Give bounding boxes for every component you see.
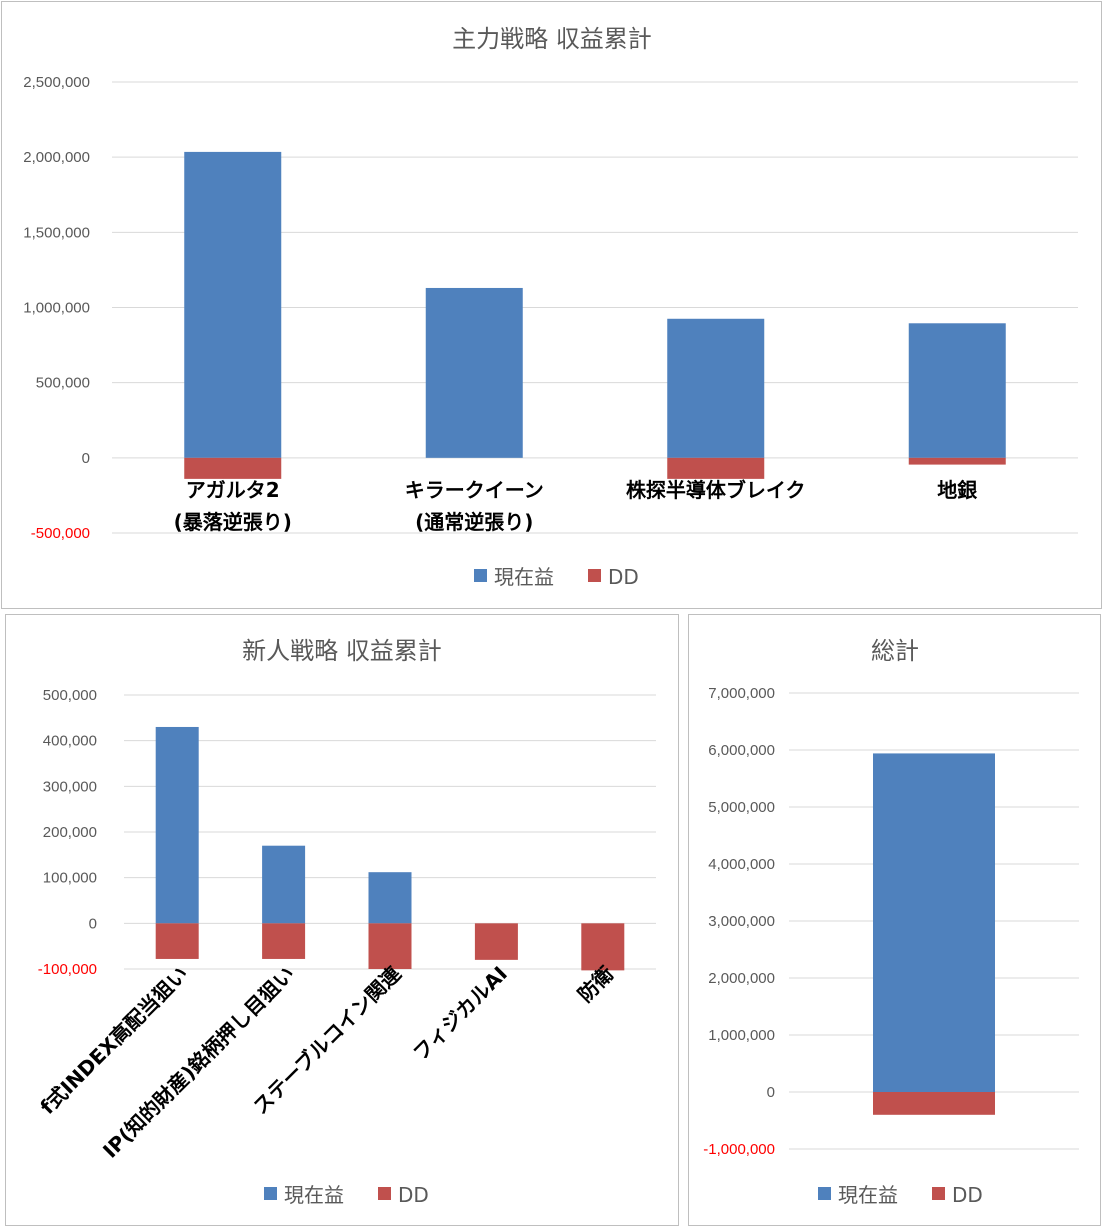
legend-label-dd: DD	[608, 565, 639, 589]
bar-profit	[368, 872, 412, 924]
chart-total-panel: 総計 現在益 DD -1,000,000 0 1,000,000 2,000,000 3…	[688, 614, 1101, 1226]
y-tick-label: 1,000,000	[708, 1027, 775, 1044]
y-tick-label: 6,000,000	[708, 742, 775, 759]
bar-dd	[474, 923, 518, 960]
legend-label-dd: DD	[398, 1183, 429, 1207]
y-tick-label: 3,000,000	[708, 913, 775, 930]
chart-main-panel: 主力戦略 収益累計 現在益 DD -500,000 0 500,000 1,000,0…	[1, 1, 1102, 609]
legend-swatch-profit	[474, 569, 487, 582]
legend-swatch-dd	[378, 1187, 391, 1200]
x-tick-label: (暴落逆張り)	[174, 510, 292, 534]
bar-dd	[581, 923, 625, 971]
chart-new: 新人戦略 収益累計 現在益 DD -100,000 0 100,000 200,000…	[35, 637, 656, 1207]
x-tick-label: フィジカルAI	[408, 962, 512, 1066]
y-tick-label: 200,000	[43, 824, 97, 841]
y-tick-label: 500,000	[43, 687, 97, 704]
bar-profit	[155, 726, 199, 924]
legend-label-profit: 現在益	[494, 565, 554, 589]
bar-dd	[262, 923, 306, 959]
x-tick-label: IP(知的財産)銘柄押し目狙い	[98, 962, 299, 1163]
bars	[873, 753, 995, 1115]
bar-dd	[908, 457, 1006, 465]
y-tick-label: 7,000,000	[708, 685, 775, 702]
chart-main: 主力戦略 収益累計 現在益 DD -500,000 0 500,000 1,000,0…	[23, 25, 1078, 589]
x-tick-label: キラークイーン	[405, 478, 544, 502]
x-axis-labels: アガルタ2 (暴落逆張り) キラークイーン (通常逆張り) 株探半導体ブレイク 地銀	[174, 478, 978, 534]
bar-profit	[262, 845, 306, 924]
bars	[155, 726, 625, 971]
y-tick-label: -100,000	[38, 961, 97, 978]
y-tick-label: 2,500,000	[23, 74, 90, 91]
legend-swatch-profit	[818, 1187, 831, 1200]
y-tick-label: 2,000,000	[23, 149, 90, 166]
legend-label-profit: 現在益	[838, 1183, 898, 1207]
y-tick-label: 0	[82, 450, 90, 467]
bar-profit	[667, 318, 765, 458]
y-tick-label: 2,000,000	[708, 970, 775, 987]
chart-total-title: 総計	[871, 637, 919, 665]
bar-dd	[873, 1092, 995, 1115]
chart-total: 総計 現在益 DD -1,000,000 0 1,000,000 2,000,000 3…	[703, 637, 1079, 1207]
y-tick-label: 4,000,000	[708, 856, 775, 873]
y-tick-label: 0	[767, 1084, 775, 1101]
x-tick-label: アガルタ2	[186, 478, 280, 502]
bar-dd	[667, 457, 765, 479]
x-tick-label: (通常逆張り)	[415, 510, 533, 534]
legend-swatch-dd	[932, 1187, 945, 1200]
bar-profit	[425, 287, 523, 458]
bar-profit	[908, 323, 1006, 458]
bar-profit	[184, 151, 282, 458]
y-axis-ticks: -1,000,000 0 1,000,000 2,000,000 3,000,000 4,…	[703, 685, 775, 1158]
bar-profit	[873, 753, 995, 1092]
legend-label-profit: 現在益	[284, 1183, 344, 1207]
y-tick-label: 400,000	[43, 733, 97, 750]
bars	[184, 151, 1006, 479]
chart-new-legend: 現在益 DD	[264, 1183, 429, 1207]
y-tick-label: -1,000,000	[703, 1141, 775, 1158]
y-tick-label: 5,000,000	[708, 799, 775, 816]
y-tick-label: 300,000	[43, 778, 97, 795]
x-tick-label: 地銀	[937, 478, 977, 502]
bar-dd	[155, 923, 199, 959]
legend-swatch-profit	[264, 1187, 277, 1200]
chart-total-legend: 現在益 DD	[818, 1183, 983, 1207]
chart-new-panel: 新人戦略 収益累計 現在益 DD -100,000 0 100,000 200,000…	[5, 614, 679, 1226]
y-tick-label: 100,000	[43, 870, 97, 887]
chart-main-title: 主力戦略 収益累計	[452, 25, 652, 53]
y-tick-label: 1,500,000	[23, 224, 90, 241]
chart-main-legend: 現在益 DD	[474, 565, 639, 589]
x-tick-label: 株探半導体ブレイク	[626, 478, 806, 502]
y-tick-label: 500,000	[36, 375, 90, 392]
bar-dd	[368, 923, 412, 969]
chart-new-title: 新人戦略 収益累計	[242, 637, 442, 665]
y-tick-label: 0	[89, 915, 97, 932]
y-tick-label: -500,000	[31, 525, 90, 542]
legend-swatch-dd	[588, 569, 601, 582]
y-tick-label: 1,000,000	[23, 300, 90, 317]
bar-dd	[184, 457, 282, 479]
y-axis-ticks: -500,000 0 500,000 1,000,000 1,500,000 2,000,…	[23, 74, 90, 542]
legend-label-dd: DD	[952, 1183, 983, 1207]
y-axis-ticks: -100,000 0 100,000 200,000 300,000 400,000 500…	[38, 687, 97, 978]
